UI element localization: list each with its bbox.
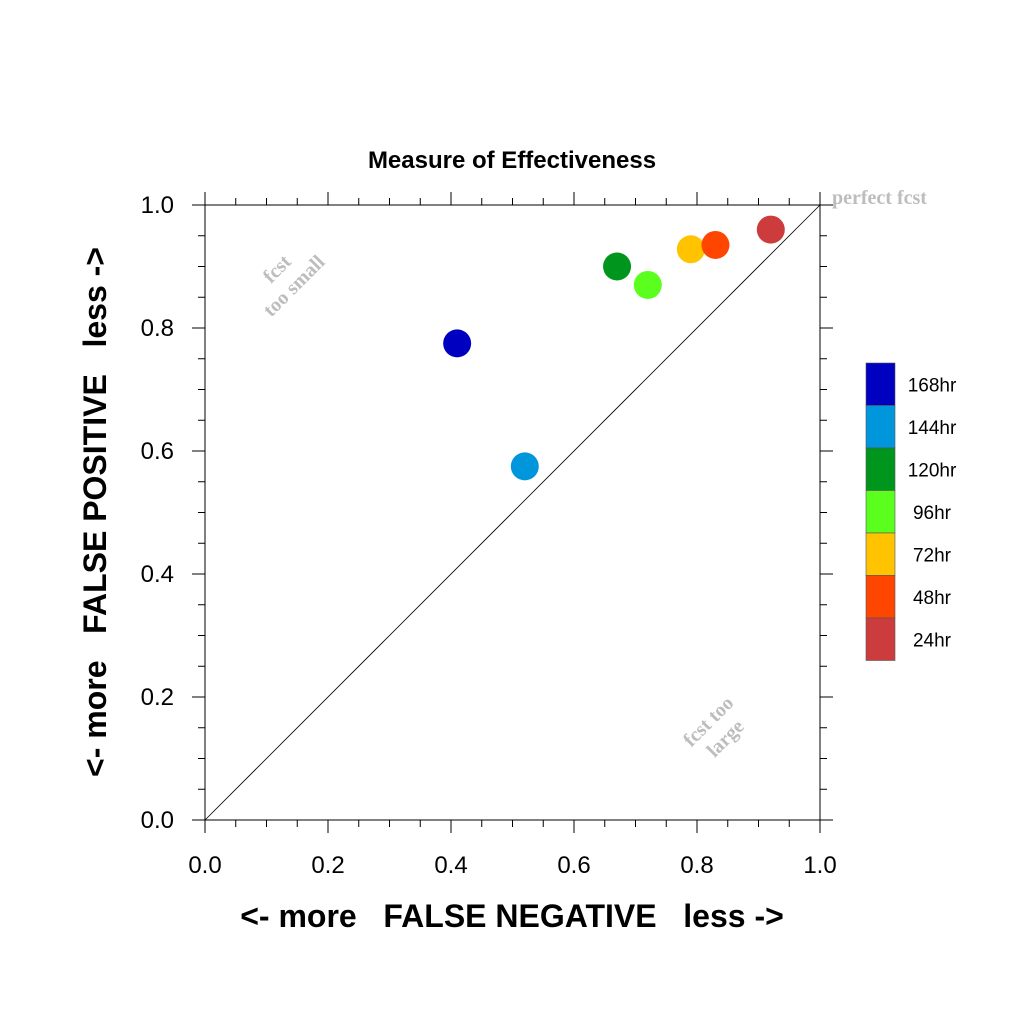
chart-title: Measure of Effectiveness — [368, 147, 656, 174]
x-axis-title: <- more FALSE NEGATIVE less -> — [240, 898, 784, 934]
legend-label-168hr: 168hr — [908, 375, 957, 396]
y-tick-label: 0.8 — [141, 315, 174, 342]
point-72hr — [676, 235, 705, 264]
legend-label-144hr: 144hr — [908, 418, 957, 439]
legend-swatch-48hr — [865, 575, 896, 619]
perfect-fcst-annotation: perfect fcst — [832, 187, 927, 209]
point-24hr — [756, 215, 785, 244]
point-168hr — [443, 329, 472, 358]
x-tick-label: 0.2 — [311, 852, 344, 879]
legend-swatch-168hr — [865, 362, 896, 406]
x-tick-label: 0.8 — [680, 852, 713, 879]
too-small-annotation: fcst too small — [259, 251, 330, 322]
x-tick-label: 0.6 — [557, 852, 590, 879]
legend-label-96hr: 96hr — [913, 503, 952, 524]
legend-swatch-144hr — [865, 405, 896, 449]
legend-label-120hr: 120hr — [908, 460, 957, 481]
point-144hr — [510, 452, 539, 481]
y-tick-label: 0.4 — [141, 561, 174, 588]
legend: 168hr 144hr 120hr 96hr 72hr 48hr 24hr — [865, 362, 957, 661]
legend-swatch-24hr — [865, 617, 896, 661]
y-axis-title: <- more FALSE POSITIVE less -> — [77, 247, 113, 777]
point-96hr — [633, 270, 662, 299]
legend-swatch-120hr — [865, 447, 896, 491]
x-tick-label: 0.4 — [434, 852, 467, 879]
too-large-annotation: fcst too large — [679, 692, 749, 762]
y-tick-label: 1.0 — [141, 192, 174, 219]
legend-swatch-96hr — [865, 490, 896, 534]
point-120hr — [603, 252, 632, 281]
legend-label-24hr: 24hr — [913, 630, 952, 651]
y-tick-label: 0.2 — [141, 684, 174, 711]
legend-label-48hr: 48hr — [913, 588, 952, 609]
y-tick-label: 0.6 — [141, 438, 174, 465]
y-tick-label: 0.0 — [141, 807, 174, 834]
plot-area: 0.0 0.2 0.4 0.6 0.8 1.0 0.0 0.2 0.4 0.6 0.8 1.0 — [141, 192, 837, 879]
diagonal-line — [204, 204, 821, 821]
legend-label-72hr: 72hr — [913, 545, 952, 566]
legend-swatch-72hr — [865, 532, 896, 576]
x-tick-label: 1.0 — [803, 852, 836, 879]
point-48hr — [701, 230, 730, 259]
x-tick-label: 0.0 — [188, 852, 221, 879]
